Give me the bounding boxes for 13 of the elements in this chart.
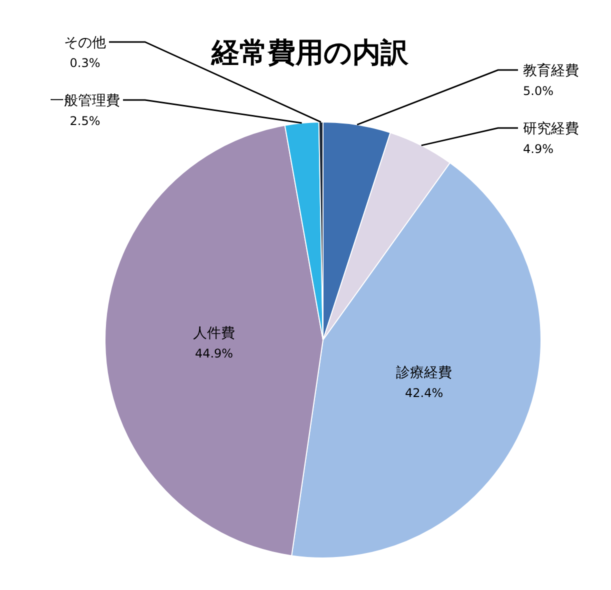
- data-label: 42.4%: [405, 386, 444, 400]
- data-label: 0.3%: [70, 56, 100, 70]
- chart-title: 経常費用の内訳: [210, 36, 410, 69]
- data-label: 4.9%: [523, 142, 554, 156]
- slice-label: その他: [64, 35, 106, 51]
- slice-label: 診療経費: [396, 364, 452, 381]
- slice-label: 人件費: [193, 326, 236, 342]
- slice-label: 教育経費: [523, 62, 579, 79]
- data-label: 2.5%: [70, 114, 100, 128]
- slice-label: 研究経費: [523, 121, 579, 137]
- data-label: 5.0%: [523, 84, 554, 98]
- slice-label: 一般管理費: [50, 93, 120, 109]
- data-label: 44.9%: [194, 346, 234, 361]
